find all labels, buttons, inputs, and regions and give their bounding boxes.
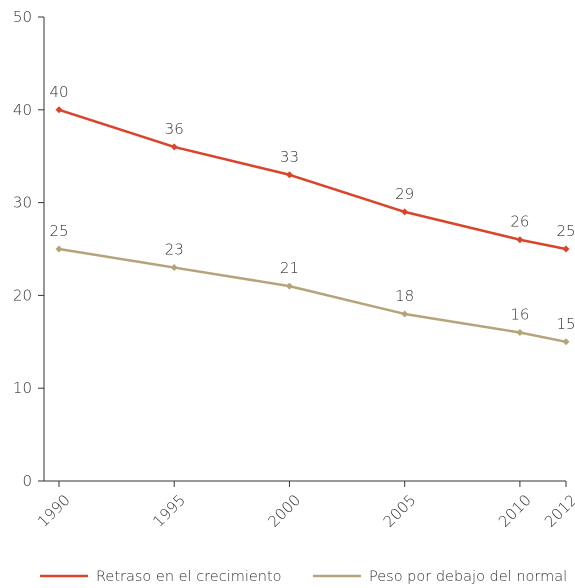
data-point — [285, 282, 293, 290]
series-layer: 40 36 33 29 26 25 25 23 21 18 16 15 — [49, 83, 575, 346]
data-point — [516, 329, 524, 337]
x-tick-label: 2010 — [495, 491, 535, 531]
data-point — [516, 236, 524, 244]
data-label: 36 — [165, 120, 184, 138]
x-tick-label: 1995 — [149, 491, 189, 531]
x-axis: 1990 1995 2000 2005 2010 2012 — [34, 480, 575, 531]
series-underweight: 25 23 21 18 16 15 — [49, 222, 575, 346]
series-line — [58, 247, 567, 344]
y-tick-label: 50 — [13, 8, 32, 26]
data-point — [170, 264, 178, 272]
legend: Retraso en el crecimiento Peso por debajo… — [40, 569, 567, 585]
data-label: 18 — [395, 287, 414, 305]
legend-label: Peso por debajo del normal — [369, 569, 567, 585]
y-tick-label: 30 — [13, 194, 32, 212]
data-label: 40 — [49, 83, 68, 101]
y-tick-label: 40 — [13, 101, 32, 119]
legend-label: Retraso en el crecimiento — [96, 569, 282, 585]
y-tick-label: 0 — [22, 472, 32, 490]
data-point — [401, 310, 409, 318]
data-point — [401, 208, 409, 216]
x-tick-label: 2000 — [264, 491, 304, 531]
x-tick-label: 1990 — [34, 491, 74, 531]
data-point — [285, 171, 293, 179]
data-label: 16 — [510, 306, 529, 324]
x-tick-label: 2005 — [380, 491, 420, 531]
series-line — [58, 108, 567, 251]
data-point — [562, 338, 570, 346]
data-point — [170, 143, 178, 151]
data-point — [562, 245, 570, 253]
series-stunting: 40 36 33 29 26 25 — [49, 83, 575, 253]
data-label: 15 — [556, 315, 575, 333]
data-label: 25 — [556, 222, 575, 240]
y-tick-label: 20 — [13, 286, 32, 304]
data-label: 23 — [165, 241, 184, 259]
data-label: 25 — [49, 222, 68, 240]
data-label: 29 — [395, 185, 414, 203]
data-label: 33 — [280, 148, 299, 166]
data-point — [55, 106, 63, 114]
data-label: 26 — [510, 213, 529, 231]
y-tick-label: 10 — [13, 379, 32, 397]
y-axis: 0 10 20 30 40 50 — [13, 8, 45, 490]
data-label: 21 — [280, 259, 299, 277]
x-tick-label: 2012 — [541, 491, 575, 531]
data-point — [55, 245, 63, 253]
